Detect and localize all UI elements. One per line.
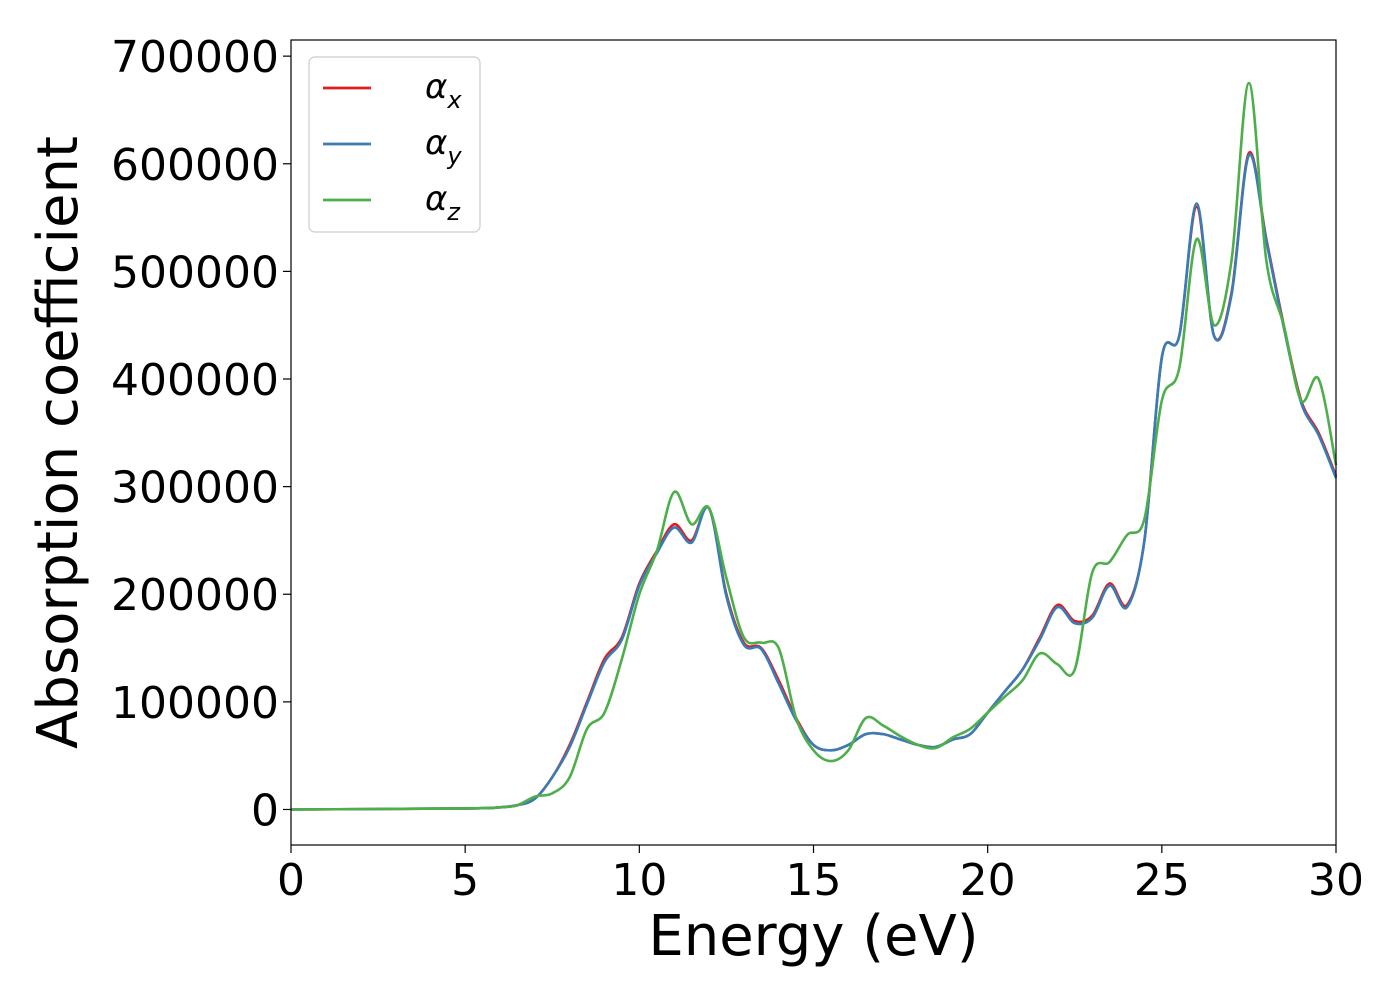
legend-label-x: αx bbox=[425, 67, 462, 114]
x-tick-label: 15 bbox=[786, 855, 842, 906]
series-layer bbox=[290, 81, 1338, 811]
y-axis-title: Absorption coefficient bbox=[26, 136, 91, 749]
x-tick-label: 30 bbox=[1308, 855, 1364, 906]
x-axis: 0 5 10 15 20 25 30 bbox=[277, 845, 1364, 906]
x-tick-label: 5 bbox=[451, 855, 479, 906]
x-tick-label: 25 bbox=[1134, 855, 1190, 906]
y-tick-label: 300000 bbox=[111, 463, 279, 514]
y-axis: 0 100000 200000 300000 400000 500000 600000 700… bbox=[111, 32, 291, 836]
legend-box bbox=[308, 56, 481, 233]
series-line-y bbox=[290, 153, 1338, 811]
y-tick-label: 400000 bbox=[111, 355, 279, 406]
legend: αx αy αz bbox=[308, 56, 481, 233]
legend-label-z: αz bbox=[425, 179, 461, 226]
x-tick-label: 20 bbox=[960, 855, 1016, 906]
y-tick-label: 700000 bbox=[111, 32, 279, 83]
y-tick-label: 200000 bbox=[111, 570, 279, 621]
y-tick-label: 0 bbox=[251, 785, 279, 836]
x-tick-label: 0 bbox=[277, 855, 305, 906]
y-tick-label: 600000 bbox=[111, 140, 279, 191]
series-line-x bbox=[290, 151, 1338, 811]
x-tick-label: 10 bbox=[611, 855, 667, 906]
series-line-z bbox=[290, 81, 1338, 811]
y-tick-label: 100000 bbox=[111, 678, 279, 729]
x-axis-title: Energy (eV) bbox=[648, 904, 978, 969]
y-tick-label: 500000 bbox=[111, 247, 279, 298]
legend-label-y: αy bbox=[425, 123, 462, 170]
